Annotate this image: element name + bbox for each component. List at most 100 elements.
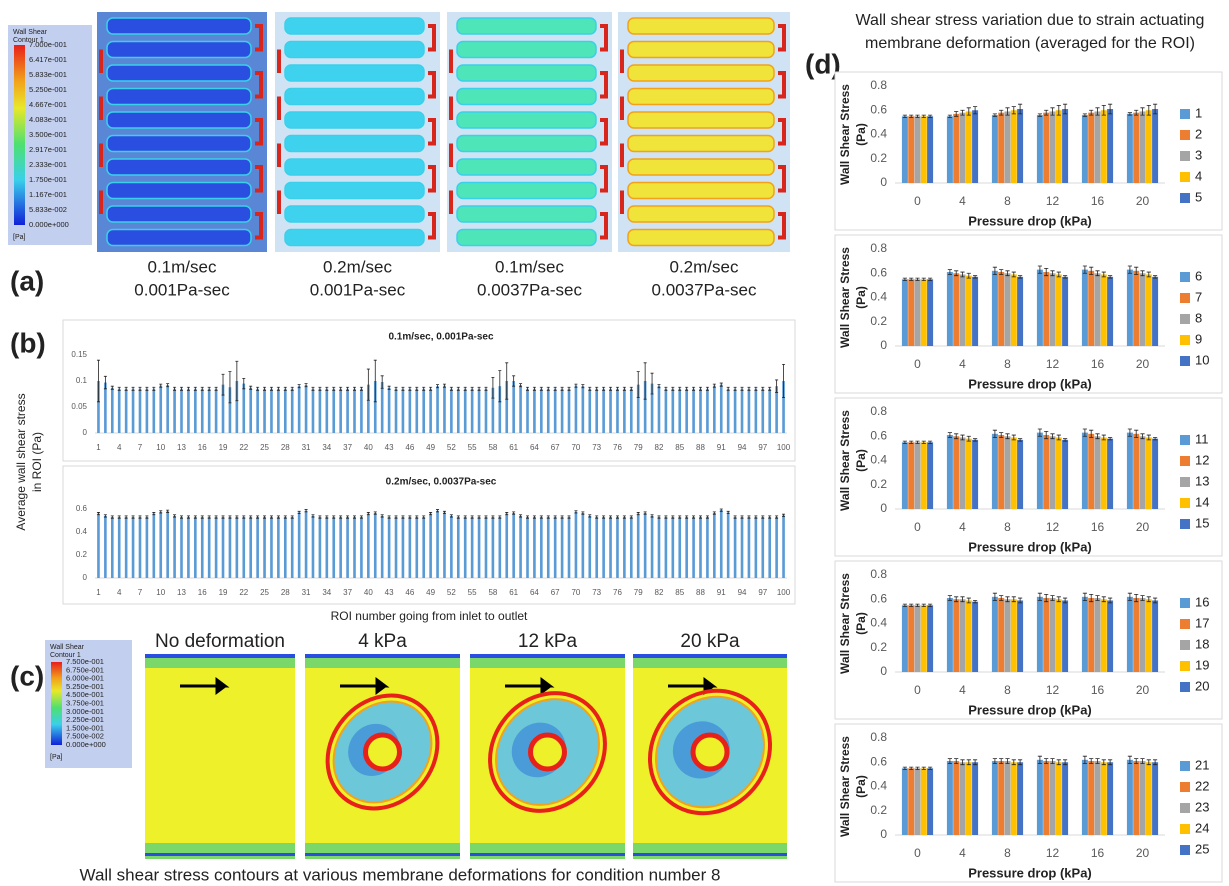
- error-bar: [1140, 595, 1145, 601]
- bar: [692, 388, 695, 433]
- y-tick-label: 0.6: [870, 428, 887, 442]
- x-tick-label: 58: [488, 443, 497, 452]
- bar: [1017, 762, 1024, 835]
- bar: [124, 388, 128, 433]
- x-tick-label: 73: [592, 443, 601, 452]
- error-bar: [1037, 592, 1042, 601]
- error-bar: [1044, 431, 1049, 440]
- bar: [526, 388, 529, 433]
- bar: [152, 513, 156, 578]
- error-bar: [643, 362, 647, 400]
- x-tick-label: 43: [385, 588, 394, 597]
- bar: [166, 385, 169, 433]
- legend-label: 4.500e-001: [66, 690, 104, 699]
- legend-swatch: [1180, 640, 1190, 650]
- error-bar: [947, 595, 952, 601]
- bar: [436, 510, 439, 578]
- bar: [678, 388, 682, 433]
- error-bar: [636, 371, 640, 399]
- legend-swatch: [1180, 477, 1190, 487]
- bar: [1062, 276, 1069, 346]
- channel: [627, 228, 775, 247]
- error-bar: [712, 511, 716, 515]
- x-tick-label: 7: [138, 588, 143, 597]
- x-tick-label: 4: [959, 194, 966, 208]
- bar: [1036, 115, 1043, 183]
- error-bar: [373, 359, 377, 403]
- bar: [972, 439, 979, 509]
- bar: [671, 517, 675, 578]
- bar: [699, 388, 702, 433]
- bar: [173, 388, 176, 433]
- bar: [636, 513, 640, 578]
- x-tick-label: 16: [1091, 846, 1105, 860]
- error-bar: [1050, 595, 1055, 601]
- error-bar: [973, 759, 978, 766]
- bar: [920, 442, 927, 509]
- error-bar: [999, 432, 1004, 438]
- panel-label: (b): [10, 327, 46, 358]
- error-bar: [1146, 596, 1151, 603]
- bar: [1017, 600, 1024, 672]
- bar: [1081, 432, 1088, 509]
- legend-label: 21: [1195, 757, 1209, 772]
- error-bar: [629, 386, 633, 391]
- error-bar: [947, 114, 952, 118]
- legend-label: 6.417e-001: [29, 55, 67, 64]
- error-bar: [546, 386, 550, 391]
- error-bar: [242, 515, 246, 519]
- bar: [145, 388, 149, 433]
- x-tick-label: 8: [1004, 683, 1011, 697]
- legend-label: 7: [1195, 289, 1202, 304]
- error-bar: [1153, 597, 1158, 604]
- error-bar: [429, 386, 433, 391]
- error-bar: [1063, 438, 1068, 442]
- bar: [207, 388, 211, 433]
- y-tick-label: 0: [83, 573, 88, 582]
- bar: [422, 517, 426, 578]
- x-tick-label: 8: [1004, 520, 1011, 534]
- legend-title: Wall Shear: [50, 644, 85, 651]
- error-bar: [902, 277, 907, 281]
- bar: [1152, 438, 1159, 509]
- bar: [972, 762, 979, 835]
- bar: [1126, 432, 1133, 509]
- error-bar: [401, 515, 405, 519]
- error-bar: [1101, 105, 1106, 116]
- error-bar: [1146, 271, 1151, 278]
- bar: [235, 517, 239, 578]
- error-bar: [512, 375, 516, 387]
- error-bar: [574, 383, 578, 388]
- error-bar: [699, 386, 702, 391]
- x-tick-label: 61: [509, 443, 518, 452]
- connector: [600, 165, 608, 193]
- y-tick-label: 0.6: [870, 591, 887, 605]
- error-bar: [380, 375, 384, 389]
- axis-title: Pressure drop (kPa): [968, 865, 1092, 880]
- bar: [768, 388, 772, 433]
- channel: [456, 17, 597, 35]
- bar: [1017, 439, 1024, 509]
- bar: [304, 385, 308, 433]
- bar: [671, 388, 675, 433]
- bar: [415, 388, 419, 433]
- bar: [311, 388, 315, 433]
- error-bar: [484, 386, 488, 391]
- error-bar: [1095, 270, 1100, 277]
- error-bar: [339, 386, 343, 391]
- bar: [450, 388, 453, 433]
- error-bar: [960, 109, 965, 116]
- error-bar: [1082, 592, 1087, 601]
- bar: [560, 517, 564, 578]
- legend-label: 10: [1195, 352, 1209, 367]
- panel-label: (a): [10, 265, 44, 296]
- error-bar: [159, 383, 163, 388]
- bar: [1145, 599, 1152, 672]
- error-bar: [1050, 758, 1055, 764]
- bar: [228, 517, 232, 578]
- x-tick-label: 0: [914, 194, 921, 208]
- error-bar: [685, 515, 689, 519]
- connector: [428, 165, 436, 193]
- legend-label: 3.750e-001: [66, 698, 104, 707]
- bar: [588, 388, 592, 433]
